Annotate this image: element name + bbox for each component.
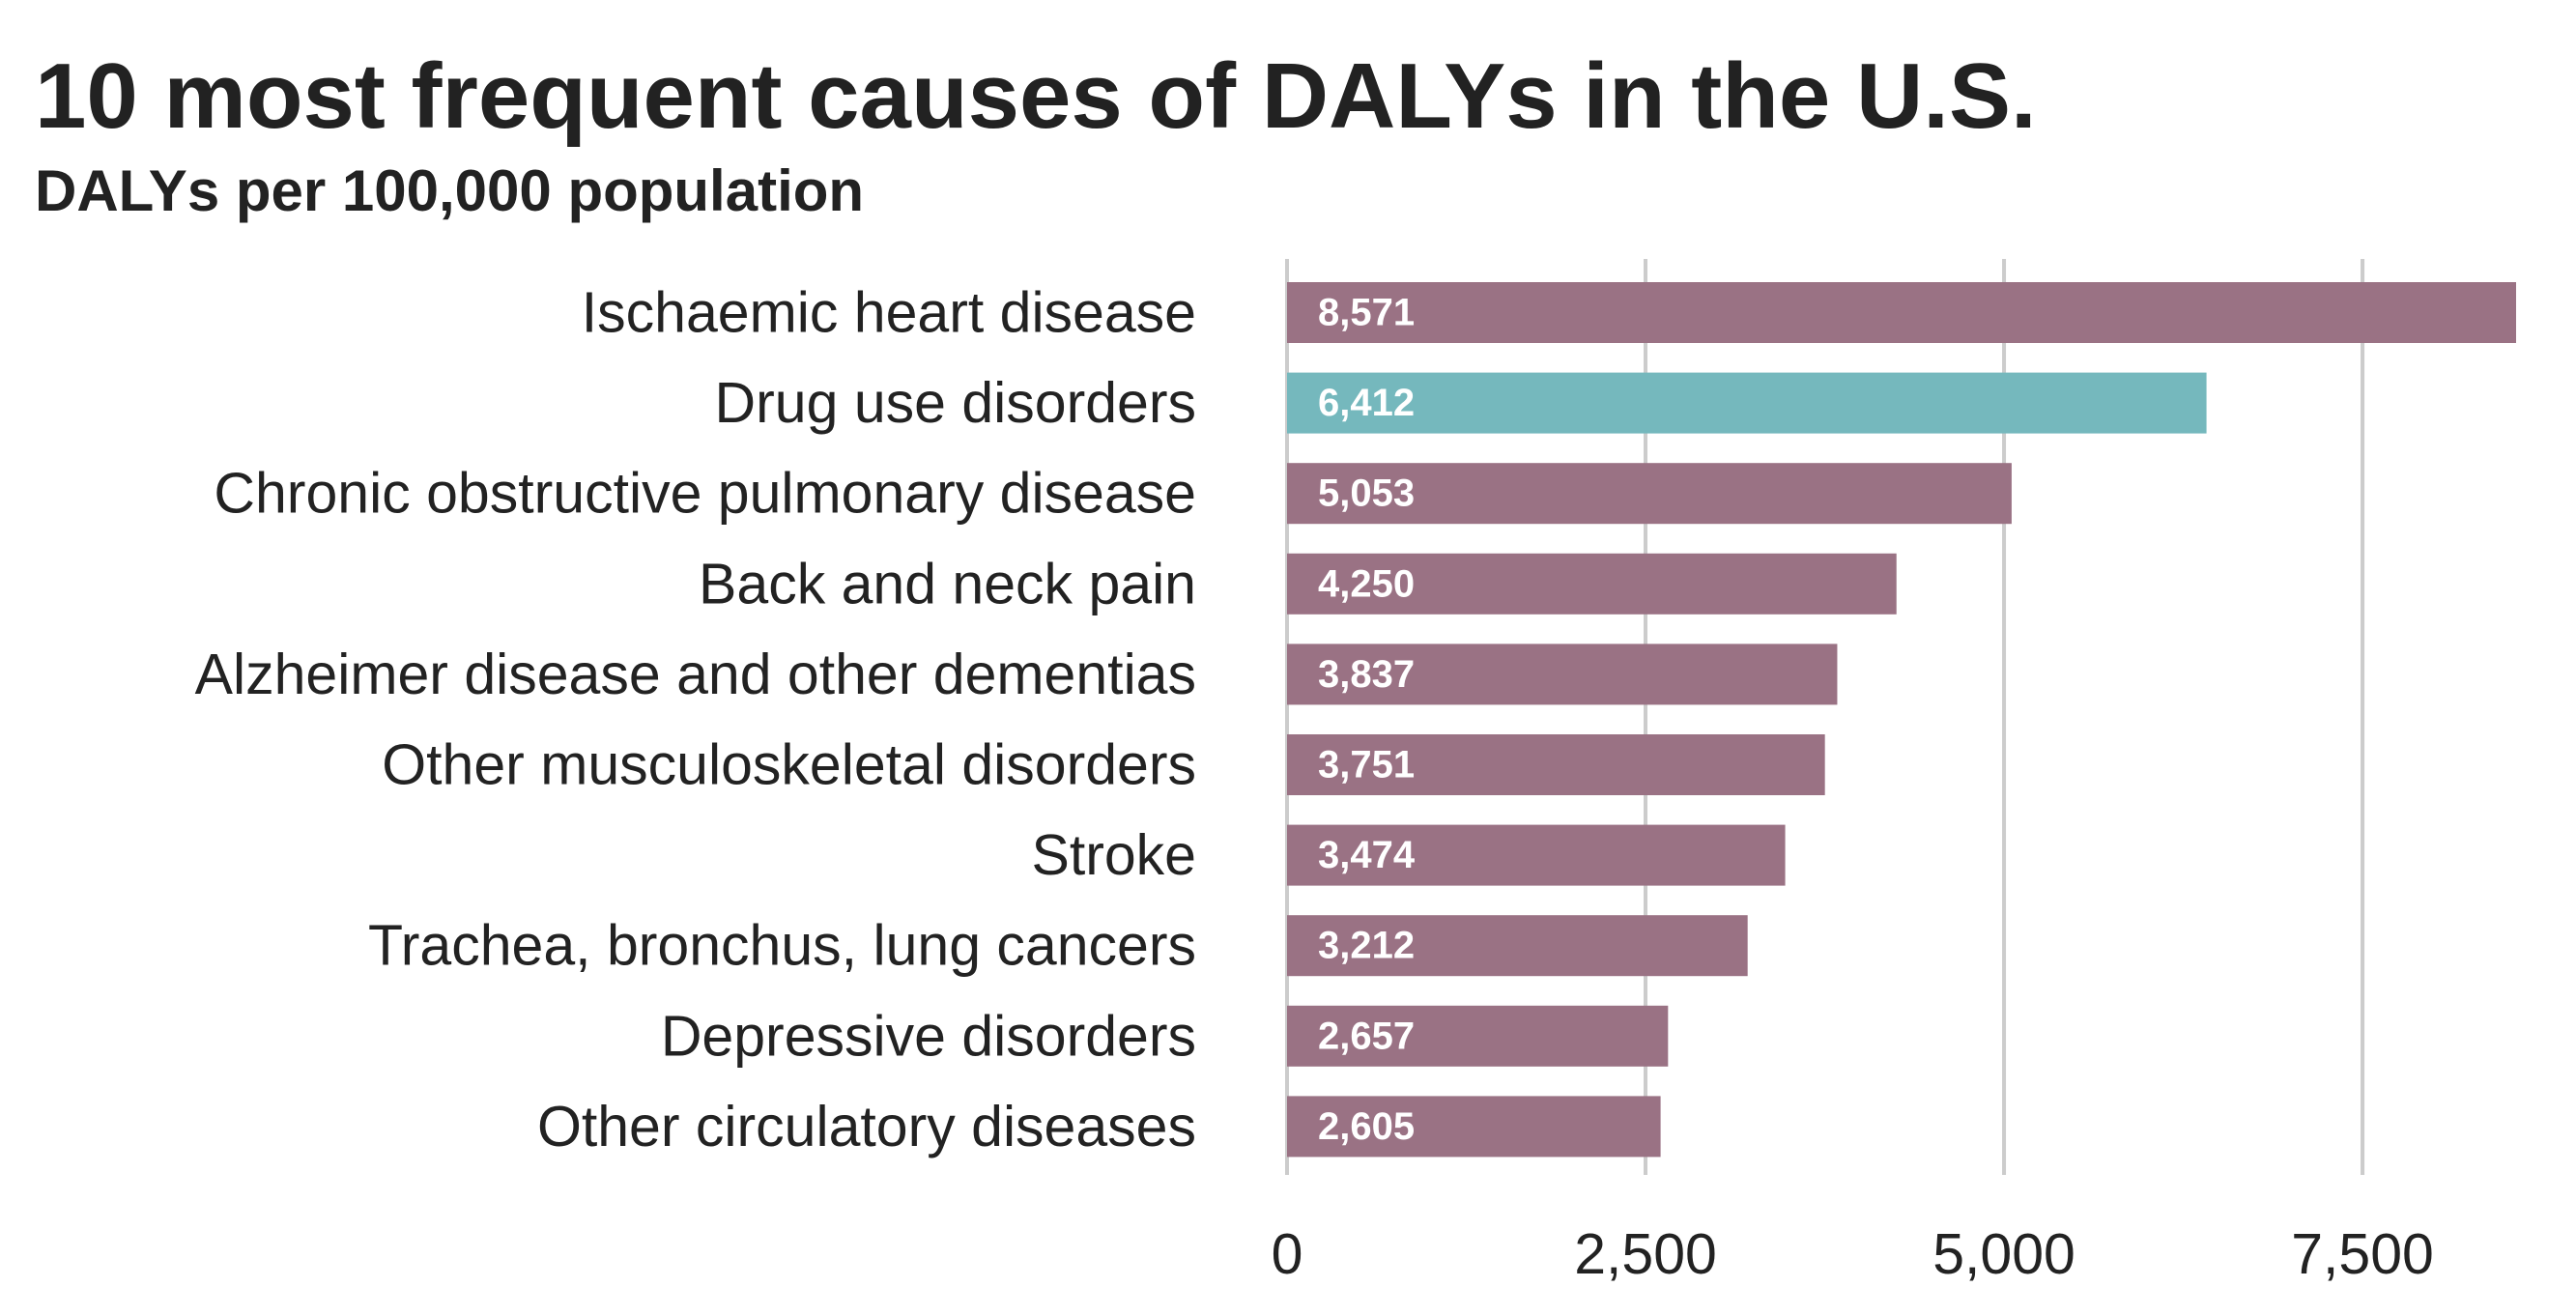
bar xyxy=(1287,372,2207,434)
category-label: Alzheimer disease and other dementias xyxy=(195,643,1196,706)
category-label: Ischaemic heart disease xyxy=(582,281,1196,345)
bar xyxy=(1287,644,1838,705)
x-tick-label: 5,000 xyxy=(1932,1222,2075,1286)
bar xyxy=(1287,824,1786,886)
category-label: Chronic obstructive pulmonary disease xyxy=(214,462,1196,526)
bar xyxy=(1287,463,2012,525)
x-tick-label: 2,500 xyxy=(1574,1222,1717,1286)
category-label: Drug use disorders xyxy=(715,371,1196,435)
x-tick-label: 0 xyxy=(1272,1222,1303,1286)
bar xyxy=(1287,734,1825,795)
category-labels: Ischaemic heart disease Drug use disorder… xyxy=(195,281,1196,1159)
x-tick-label: 7,500 xyxy=(2291,1222,2434,1286)
bar xyxy=(1287,1096,1661,1158)
category-label: Back and neck pain xyxy=(699,552,1196,615)
category-label: Other circulatory diseases xyxy=(537,1095,1196,1159)
bars xyxy=(1287,282,2516,1158)
data-label: 3,751 xyxy=(1318,744,1415,787)
chart-title: 10 most frequent causes of DALYs in the … xyxy=(35,44,2037,148)
value-labels: 8,571 6,412 5,053 4,250 3,837 3,751 3,474 3,212… xyxy=(1318,292,1416,1148)
data-label: 3,212 xyxy=(1318,925,1415,967)
bar xyxy=(1287,915,1748,977)
data-label: 5,053 xyxy=(1318,472,1415,515)
bar xyxy=(1287,553,1897,615)
data-label: 4,250 xyxy=(1318,562,1415,605)
x-axis-ticks: 0 2,500 5,000 7,500 xyxy=(1272,1222,2434,1286)
data-label: 8,571 xyxy=(1318,292,1415,334)
chart-subtitle: DALYs per 100,000 population xyxy=(35,158,865,223)
category-label: Trachea, bronchus, lung cancers xyxy=(368,914,1196,978)
bar xyxy=(1287,1005,1669,1067)
category-label: Other musculoskeletal disorders xyxy=(382,733,1196,797)
data-label: 2,657 xyxy=(1318,1015,1415,1057)
data-label: 3,837 xyxy=(1318,653,1415,696)
category-label: Stroke xyxy=(1031,823,1196,887)
data-label: 3,474 xyxy=(1318,834,1416,876)
data-label: 2,605 xyxy=(1318,1105,1415,1148)
bar xyxy=(1287,282,2516,343)
data-label: 6,412 xyxy=(1318,382,1415,424)
category-label: Depressive disorders xyxy=(661,1004,1196,1068)
